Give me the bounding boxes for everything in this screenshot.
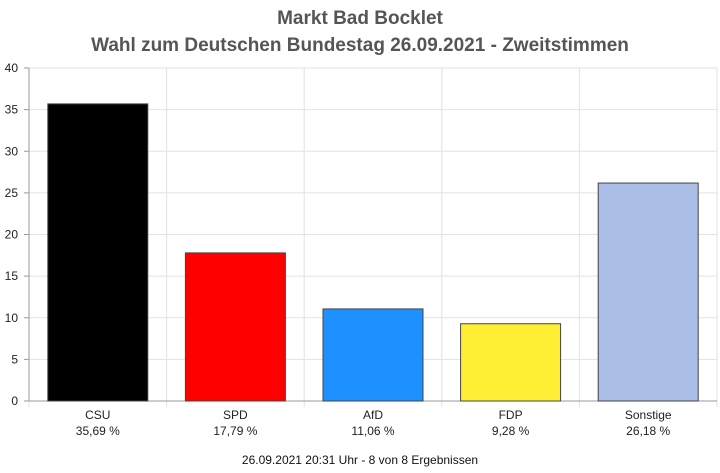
y-tick-label: 10 [5,311,19,325]
data-label: 26,18 % [626,424,670,438]
y-tick-label: 30 [5,144,19,158]
x-tick-label: SPD [223,408,248,422]
y-tick-label: 35 [5,103,19,117]
data-label: 35,69 % [76,424,120,438]
bar-spd [184,252,286,402]
x-tick-label: AfD [363,408,383,422]
y-tick-label: 25 [5,186,19,200]
y-tick-label: 20 [5,228,19,242]
bar-sonstige [597,182,699,402]
bar-fdp [460,323,562,402]
y-tick-label: 0 [11,394,18,408]
y-tick-label: 5 [11,352,18,366]
x-tick-label: FDP [499,408,523,422]
chart-title: Markt Bad Bocklet [277,8,443,29]
bar-afd [322,308,424,402]
bar-csu [47,103,149,402]
data-label: 9,28 % [492,424,530,438]
chart-subtitle: Wahl zum Deutschen Bundestag 26.09.2021 … [91,35,629,56]
data-label: 11,06 % [351,424,394,438]
x-tick-label: Sonstige [625,408,672,422]
x-tick-label: CSU [85,408,110,422]
footer-timestamp: 26.09.2021 20:31 Uhr - 8 von 8 Ergebniss… [241,453,479,467]
y-tick-label: 40 [5,61,19,75]
data-label: 17,79 % [213,424,257,438]
y-tick-label: 15 [5,269,19,283]
